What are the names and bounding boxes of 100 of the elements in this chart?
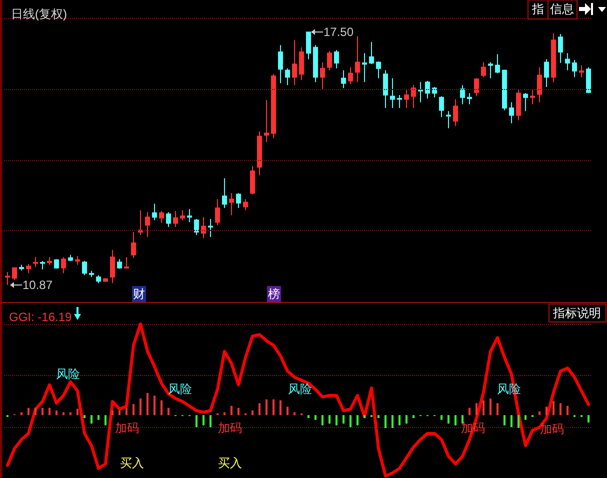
candlestick (453, 98, 458, 126)
candlestick (509, 102, 514, 124)
bar (552, 401, 554, 416)
candlestick (222, 178, 227, 208)
bar (560, 403, 562, 416)
bar (440, 415, 442, 420)
candlestick (299, 46, 304, 81)
bar (448, 415, 450, 424)
candlestick (348, 66, 353, 84)
bar (154, 396, 156, 416)
candlestick (173, 210, 178, 228)
bar (238, 408, 240, 416)
bar (468, 408, 470, 416)
candlestick (418, 82, 423, 103)
candlestick (33, 256, 38, 268)
candlestick (537, 66, 542, 103)
candlestick (236, 192, 241, 208)
bar (482, 400, 484, 416)
candlestick (5, 272, 10, 286)
candlestick (278, 44, 283, 84)
bar (196, 415, 198, 428)
text: 指 (531, 2, 544, 16)
bar (546, 406, 548, 416)
bar (406, 415, 408, 424)
bar (118, 410, 120, 416)
annotation: 买入 (218, 456, 242, 470)
annotation: 10.87 (22, 278, 53, 292)
bar (496, 403, 498, 416)
bar (28, 408, 30, 416)
bar (342, 415, 344, 424)
candlestick (362, 52, 367, 83)
candlestick (558, 34, 563, 64)
bar (538, 411, 540, 416)
candlestick (166, 212, 171, 228)
candlestick (103, 278, 108, 282)
bar (412, 415, 414, 418)
bar (168, 408, 170, 416)
candlestick (306, 32, 311, 60)
candlestick (138, 210, 143, 236)
candlestick (544, 58, 549, 88)
bar (364, 415, 366, 418)
candlestick (481, 62, 486, 78)
bar (132, 404, 134, 416)
candlestick (243, 198, 248, 211)
candlestick (271, 74, 276, 139)
bar (98, 415, 100, 420)
candlestick (579, 64, 584, 78)
annotation: 加码 (218, 421, 242, 435)
candlestick (502, 70, 507, 111)
candlestick (180, 210, 185, 221)
annotation: 加码 (115, 421, 139, 435)
bar (280, 400, 282, 416)
text: 榜 (268, 287, 280, 301)
bar (112, 410, 114, 416)
candlestick (89, 270, 94, 278)
bar (356, 415, 358, 426)
annotation: 风险 (288, 382, 312, 396)
bar (252, 410, 254, 416)
candlestick (327, 50, 332, 71)
bar (34, 408, 36, 416)
bar (258, 403, 260, 416)
bar (392, 415, 394, 428)
bar (266, 399, 268, 416)
annotation: 加码 (540, 422, 564, 436)
bar (272, 399, 274, 416)
chart-title: 日线(复权) (11, 7, 67, 21)
bar (42, 408, 44, 416)
candlestick (208, 218, 213, 238)
candlestick (586, 66, 591, 94)
bar (378, 415, 380, 418)
candlestick (61, 256, 66, 274)
candlestick (383, 70, 388, 109)
bar (286, 406, 288, 416)
bar (588, 415, 590, 422)
annotation: 风险 (56, 367, 80, 381)
candlestick (495, 54, 500, 74)
candlestick (82, 260, 87, 276)
candlestick (131, 231, 136, 258)
bar (56, 410, 58, 416)
candlestick (264, 100, 269, 142)
candlestick (432, 86, 437, 98)
candlestick (19, 264, 24, 272)
bar (490, 398, 492, 416)
candlestick (285, 68, 290, 86)
candlestick (68, 254, 73, 262)
candlestick (369, 42, 374, 65)
candlestick (47, 256, 52, 266)
candlestick (201, 216, 206, 239)
candlestick (411, 84, 416, 109)
candlestick (565, 52, 570, 71)
text: 信息 (550, 2, 574, 16)
bar (510, 415, 512, 428)
candlestick (516, 90, 521, 121)
annotation: 风险 (168, 382, 192, 396)
candlestick (145, 212, 150, 238)
bar (230, 406, 232, 416)
bar (504, 415, 506, 426)
bar (48, 408, 50, 416)
candlestick (257, 130, 262, 176)
candlestick (355, 36, 360, 83)
